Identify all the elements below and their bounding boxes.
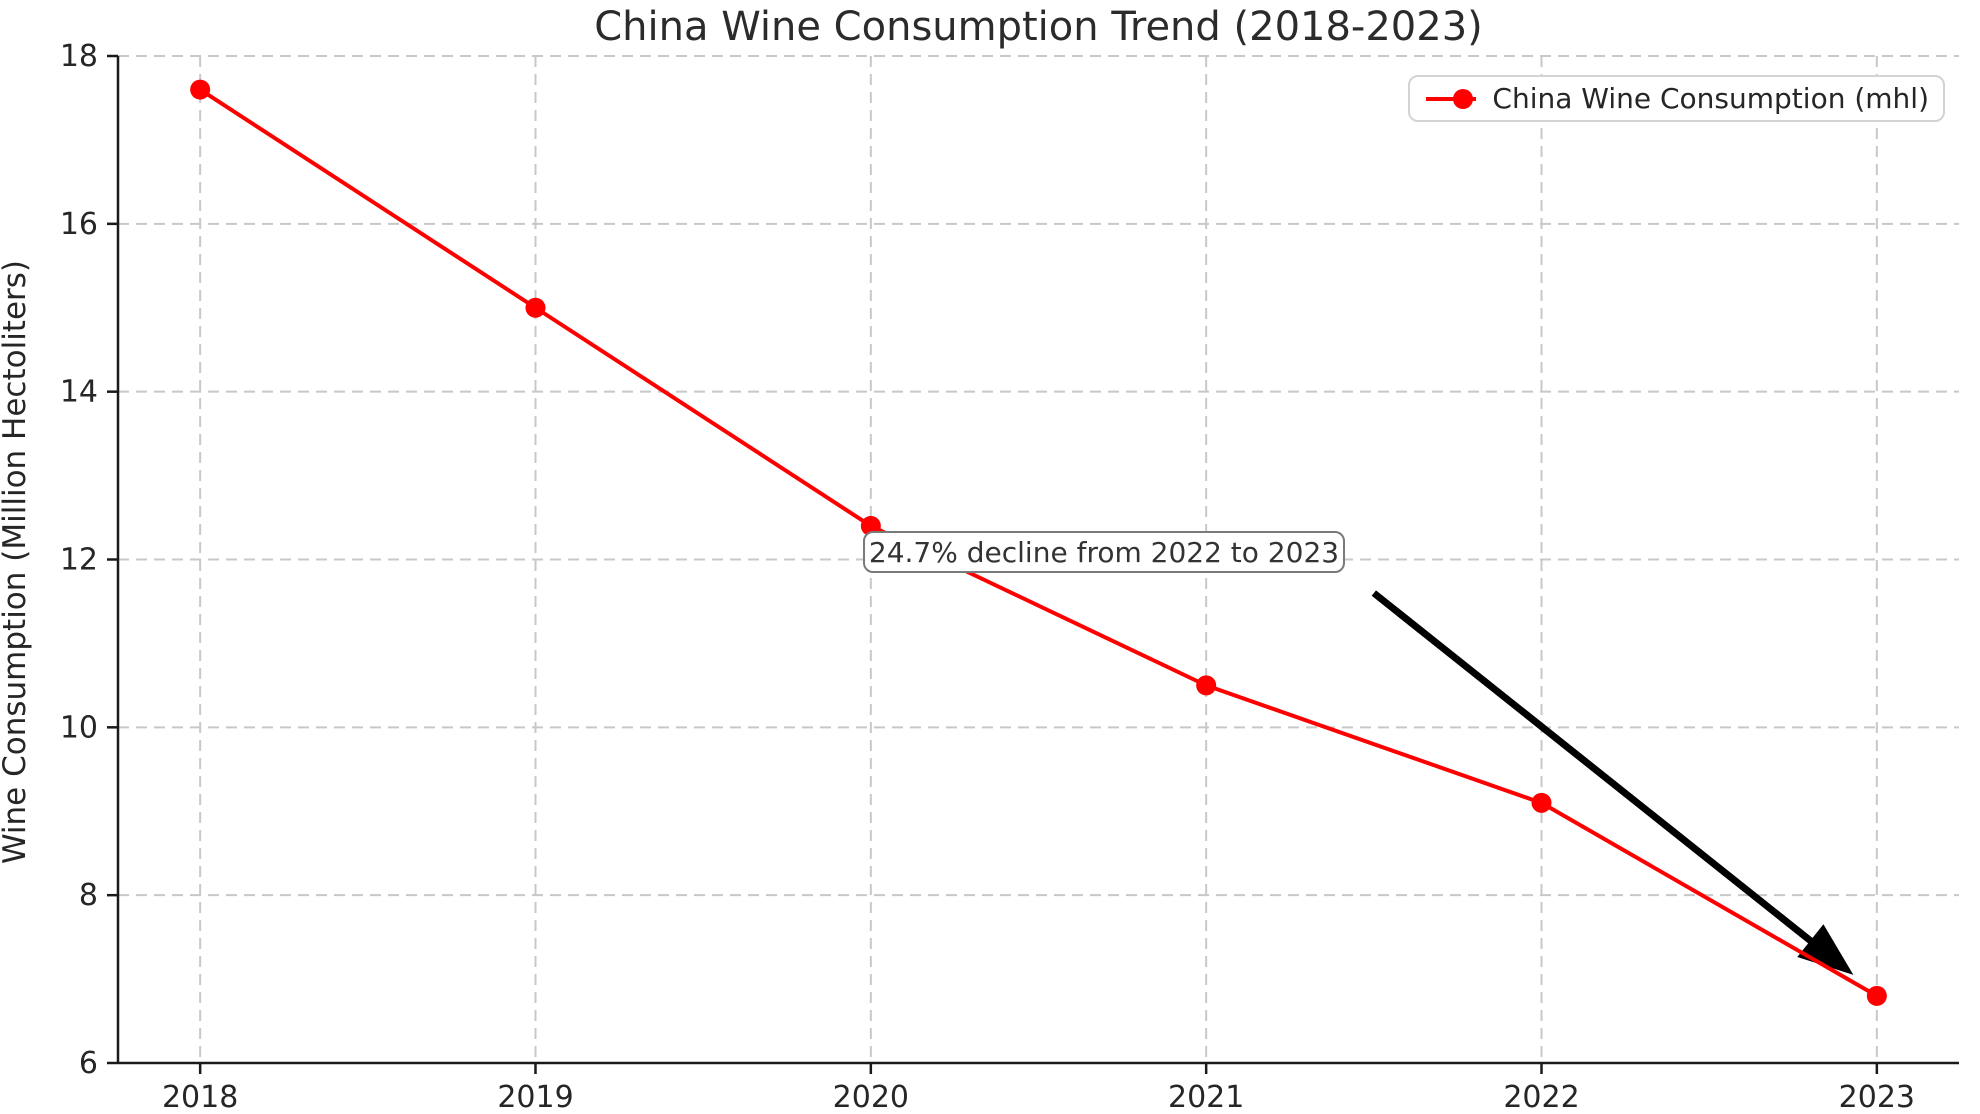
data-point-2023: [1866, 985, 1887, 1006]
y-tick-label: 16: [60, 207, 98, 242]
x-tick-label: 2018: [162, 1080, 238, 1114]
x-tick-label: 2021: [1168, 1080, 1244, 1114]
y-tick-label: 12: [60, 543, 98, 578]
y-tick-label: 14: [60, 375, 98, 410]
legend-label: China Wine Consumption (mhl): [1492, 82, 1929, 115]
series-line: [199, 87, 1878, 998]
data-point-2022: [1531, 792, 1552, 813]
data-point-2018: [190, 79, 211, 100]
x-tick-label: 2019: [497, 1080, 573, 1114]
trend-arrow-head: [1797, 924, 1854, 975]
annotation-box: 24.7% decline from 2022 to 2023: [863, 531, 1345, 573]
x-tick-label: 2022: [1503, 1080, 1579, 1114]
legend: China Wine Consumption (mhl): [1408, 75, 1945, 122]
x-tick-label: 2020: [833, 1080, 909, 1114]
data-point-2021: [1196, 675, 1217, 696]
trend-arrow-shaft: [1371, 590, 1819, 949]
chart-title: China Wine Consumption Trend (2018-2023): [594, 4, 1483, 50]
y-tick-label: 6: [79, 1046, 98, 1081]
annotation-text: 24.7% decline from 2022 to 2023: [868, 535, 1340, 569]
x-tick-label: 2023: [1839, 1080, 1915, 1114]
data-point-2020: [860, 515, 881, 536]
y-tick-label: 8: [79, 878, 98, 913]
y-axis-label: Wine Consumption (Million Hectoliters): [0, 259, 33, 865]
y-tick-label: 18: [60, 39, 98, 74]
data-point-2019: [525, 297, 546, 318]
y-tick-label: 10: [60, 710, 98, 745]
legend-line-marker-icon: [1426, 88, 1477, 109]
